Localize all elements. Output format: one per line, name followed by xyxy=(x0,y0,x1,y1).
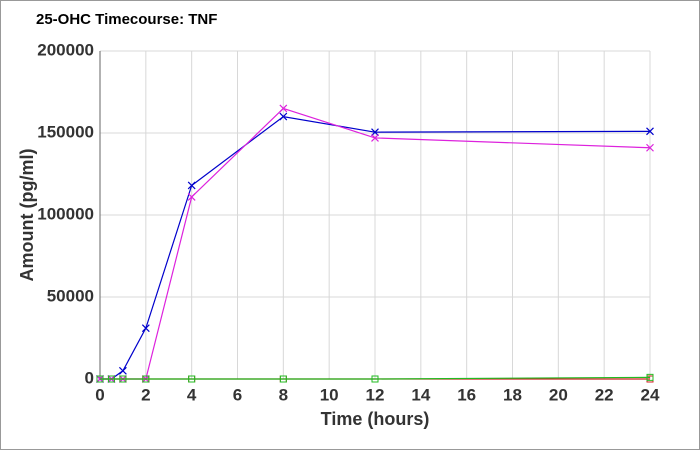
marker xyxy=(646,373,654,381)
y-tick-label: 200000 xyxy=(37,40,94,59)
marker xyxy=(371,128,379,137)
x-tick-label: 22 xyxy=(595,385,614,404)
x-tick-label: 2 xyxy=(141,385,150,404)
marker xyxy=(279,104,288,113)
marker xyxy=(187,193,196,201)
chart-title: 25-OHC Timecourse: TNF xyxy=(36,11,217,28)
marker xyxy=(96,375,104,383)
marker xyxy=(279,112,288,121)
x-tick-label: 4 xyxy=(187,385,197,404)
marker xyxy=(187,181,196,190)
marker xyxy=(279,375,287,383)
marker xyxy=(371,133,379,142)
series-line xyxy=(100,376,651,380)
marker xyxy=(141,324,150,333)
y-tick-label: 50000 xyxy=(47,286,94,305)
marker xyxy=(118,366,127,375)
marker xyxy=(646,127,654,136)
x-tick-label: 6 xyxy=(233,385,242,404)
x-axis-label: Time (hours) xyxy=(321,409,430,429)
marker xyxy=(188,375,196,383)
marker xyxy=(371,375,379,383)
marker xyxy=(119,375,127,383)
x-tick-label: 24 xyxy=(641,385,660,404)
marker xyxy=(142,375,150,383)
marker xyxy=(646,143,654,152)
x-tick-label: 12 xyxy=(366,385,385,404)
y-tick-label: 100000 xyxy=(37,204,94,223)
marker xyxy=(107,375,115,383)
y-tick-label: 150000 xyxy=(37,122,94,141)
x-tick-label: 14 xyxy=(411,385,430,404)
x-tick-label: 10 xyxy=(320,385,339,404)
x-tick-label: 18 xyxy=(503,385,522,404)
x-tick-label: 0 xyxy=(95,385,104,404)
x-tick-label: 8 xyxy=(279,385,288,404)
y-tick-label: 0 xyxy=(85,368,94,387)
y-axis-label: Amount (pg/ml) xyxy=(17,149,37,282)
x-tick-label: 20 xyxy=(549,385,568,404)
x-tick-label: 16 xyxy=(457,385,476,404)
